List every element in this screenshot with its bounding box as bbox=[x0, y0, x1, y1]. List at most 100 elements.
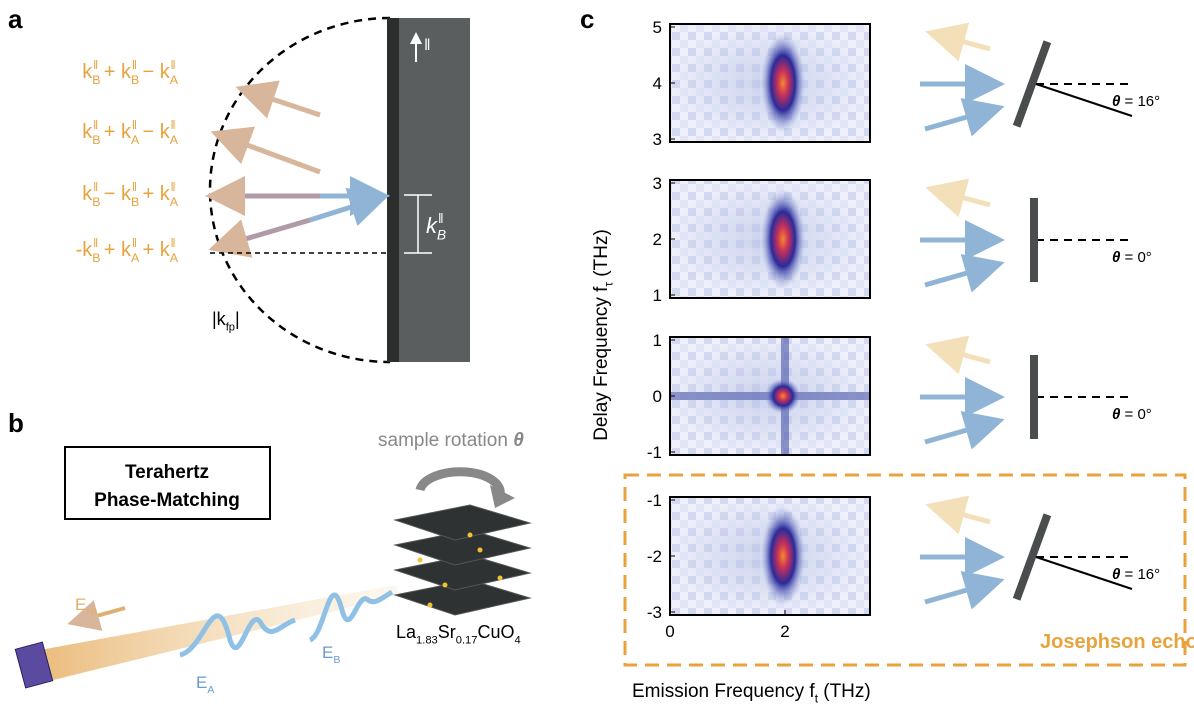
symbol: θ bbox=[513, 430, 524, 451]
field-label: EA bbox=[196, 673, 214, 696]
y-tick-label: 1 bbox=[653, 331, 662, 350]
heatmap-peak bbox=[761, 189, 805, 289]
text-part: | bbox=[235, 309, 240, 329]
text-part: − bbox=[137, 61, 160, 83]
text-part: = 0° bbox=[1120, 406, 1151, 423]
angle-label: θ = 16° bbox=[1112, 566, 1160, 583]
text-part: |k bbox=[212, 309, 227, 329]
text-part: − bbox=[137, 121, 160, 143]
beam-arrow bbox=[935, 347, 990, 362]
text-part: Emission Frequency f bbox=[632, 681, 815, 702]
text-part: A bbox=[170, 251, 179, 265]
text-part: E bbox=[322, 643, 333, 662]
angle-label: θ = 16° bbox=[1112, 93, 1160, 110]
text-part: B bbox=[437, 228, 446, 243]
y-tick-label: -2 bbox=[647, 547, 662, 566]
formula: -kBǁ + kAǁ + kAǁ bbox=[76, 236, 179, 265]
panel-label: c bbox=[580, 4, 594, 34]
text-part: + bbox=[137, 183, 160, 205]
y-tick-label: -3 bbox=[647, 603, 662, 622]
y-tick-label: 3 bbox=[653, 174, 662, 193]
text-part: sample rotation bbox=[378, 430, 513, 451]
text-part: + bbox=[98, 239, 121, 261]
x-axis-label: Emission Frequency ft (THz) bbox=[632, 681, 871, 705]
mirror bbox=[1013, 513, 1051, 600]
text-part: E bbox=[196, 673, 207, 692]
text-part: A bbox=[170, 195, 179, 209]
text-part: ǁ bbox=[171, 180, 176, 194]
text-part: ǁ bbox=[171, 58, 176, 72]
text-part: Sr bbox=[438, 622, 456, 642]
panel-label: a bbox=[8, 4, 23, 34]
heatmap-peak bbox=[765, 378, 801, 414]
material-label: La1.83Sr0.17CuO4 bbox=[396, 622, 521, 646]
text-part: − bbox=[98, 183, 121, 205]
figure: aǁkBǁ + kBǁ − kAǁkBǁ + kAǁ − kAǁkBǁ − kB… bbox=[0, 0, 1194, 705]
marker-label: kBǁ bbox=[426, 211, 446, 243]
text-part: ǁ bbox=[171, 236, 176, 250]
wavevector-arrow bbox=[310, 198, 380, 220]
y-axis-label: Delay Frequency fτ (THz) bbox=[591, 229, 616, 441]
text-part: = 0° bbox=[1120, 249, 1151, 266]
beam-arrow bbox=[935, 34, 990, 49]
beam-arrow bbox=[925, 109, 995, 129]
beam-arrow bbox=[925, 422, 995, 442]
y-tick-label: -1 bbox=[647, 443, 662, 462]
text-part: A bbox=[207, 684, 214, 696]
wavevector-arrow bbox=[245, 90, 320, 115]
text-part: B bbox=[333, 654, 340, 666]
y-tick-label: 1 bbox=[653, 286, 662, 305]
sample-stack bbox=[395, 505, 530, 615]
sample-slab bbox=[387, 18, 470, 362]
text-part: (THz) bbox=[818, 681, 871, 702]
text-part: + bbox=[98, 61, 121, 83]
mirror bbox=[1013, 40, 1051, 127]
text-part: ǁ bbox=[438, 211, 444, 226]
y-tick-label: 0 bbox=[653, 387, 662, 406]
text-part: + bbox=[98, 121, 121, 143]
beam bbox=[40, 585, 400, 682]
rotation-label: sample rotation θ bbox=[378, 430, 524, 451]
magnitude-label: |kfp| bbox=[212, 309, 240, 333]
text-part: = 16° bbox=[1120, 566, 1160, 583]
y-tick-label: 2 bbox=[653, 230, 662, 249]
text-part: (THz) bbox=[591, 229, 612, 282]
rotation-arrow bbox=[420, 472, 500, 495]
y-tick-label: 3 bbox=[653, 130, 662, 149]
mirror bbox=[1030, 198, 1038, 282]
text-part: = 16° bbox=[1120, 93, 1160, 110]
formula: kBǁ − kBǁ + kAǁ bbox=[82, 180, 178, 209]
angle-label: θ = 0° bbox=[1112, 249, 1152, 266]
heatmap-peak bbox=[761, 506, 805, 606]
y-tick-label: 4 bbox=[653, 74, 662, 93]
text-part: 1.83 bbox=[416, 634, 438, 646]
x-tick-label: 0 bbox=[665, 622, 674, 641]
text-part: -k bbox=[76, 239, 94, 261]
beam-arrow bbox=[935, 507, 990, 522]
x-tick-label: 2 bbox=[780, 622, 789, 641]
text-part: 4 bbox=[514, 634, 520, 646]
formula: kBǁ + kBǁ − kAǁ bbox=[82, 58, 178, 87]
formula: kBǁ + kAǁ − kAǁ bbox=[82, 118, 178, 147]
text-part: + bbox=[137, 239, 160, 261]
heatmap-peak bbox=[761, 33, 805, 133]
text-part: ǁ bbox=[171, 118, 176, 132]
field-label: ENL bbox=[75, 595, 100, 618]
y-tick-label: -1 bbox=[647, 491, 662, 510]
beam-arrow bbox=[925, 582, 995, 602]
text-part: A bbox=[170, 133, 179, 147]
text-part: fp bbox=[226, 321, 235, 333]
slab-edge bbox=[387, 18, 399, 362]
beam-arrow bbox=[935, 190, 990, 205]
mirror bbox=[1030, 355, 1038, 439]
box-text: Phase-Matching bbox=[94, 490, 240, 511]
text-part: La bbox=[396, 622, 417, 642]
highlight-label: Josephson echo bbox=[1040, 631, 1194, 653]
angle-label: θ = 0° bbox=[1112, 406, 1152, 423]
parallel-symbol: ǁ bbox=[424, 37, 431, 54]
text-part: CuO bbox=[477, 622, 514, 642]
text-part: NL bbox=[86, 606, 100, 618]
wavevector-arrow bbox=[218, 220, 310, 247]
y-tick-label: 5 bbox=[653, 18, 662, 37]
beam-arrow bbox=[925, 265, 995, 285]
